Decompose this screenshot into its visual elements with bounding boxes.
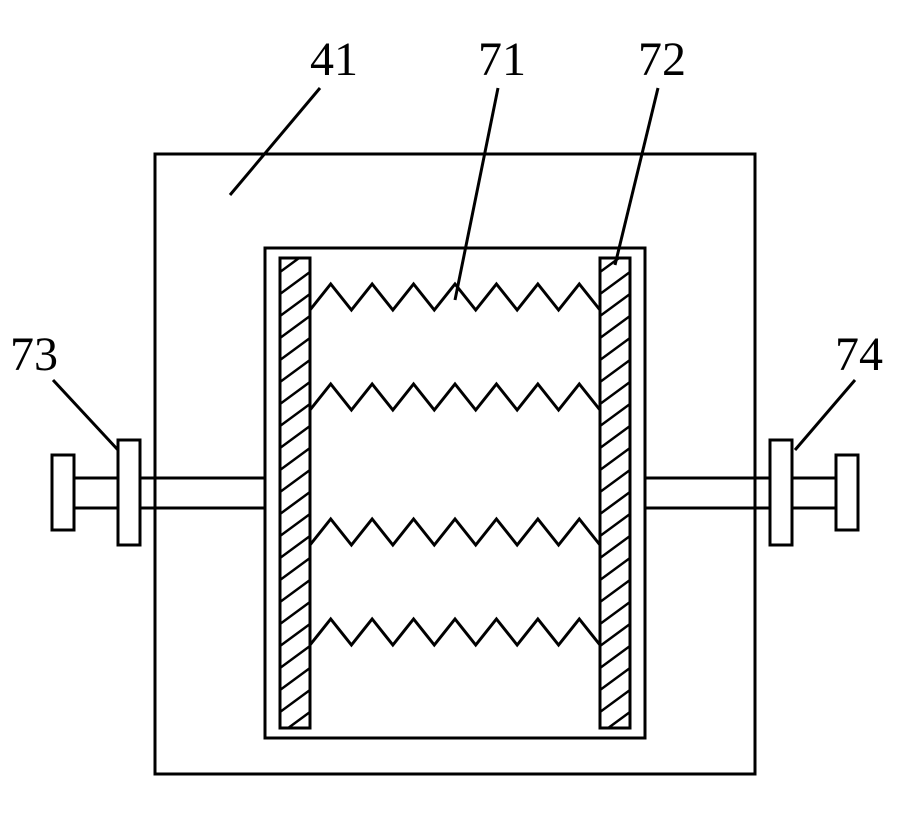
spring-row-3 (310, 619, 600, 645)
leader-71 (455, 88, 498, 300)
leader-73 (53, 380, 118, 450)
inner-box (265, 248, 645, 738)
label-73: 73 (10, 328, 58, 381)
spring-row-2 (310, 519, 600, 545)
leader-74 (795, 380, 855, 450)
right-cap (836, 455, 858, 530)
left-plate-hatch (280, 228, 310, 778)
left-bracket (118, 440, 140, 545)
right-bracket (770, 440, 792, 545)
left-cap (52, 455, 74, 530)
leader-41 (230, 88, 320, 195)
label-72: 72 (638, 33, 686, 86)
spring-row-1 (310, 384, 600, 410)
label-41: 41 (310, 33, 358, 86)
right-plate-hatch (600, 228, 630, 778)
leader-72 (615, 88, 658, 265)
label-71: 71 (478, 33, 526, 86)
label-74: 74 (835, 328, 883, 381)
